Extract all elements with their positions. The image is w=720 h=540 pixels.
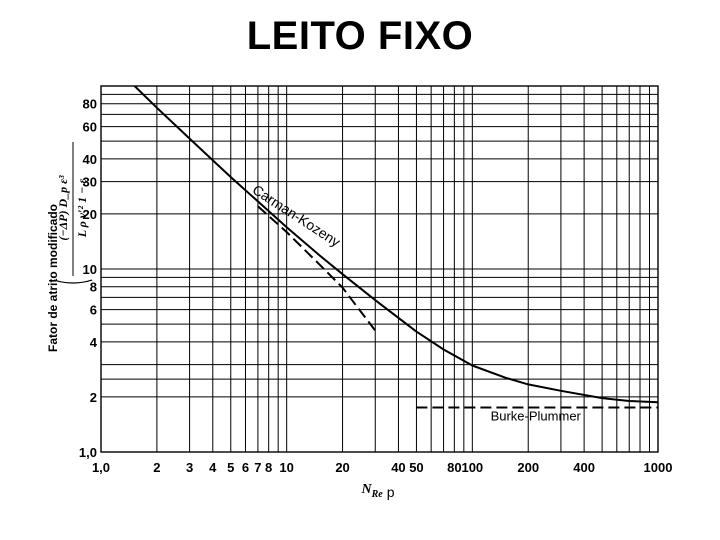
y-tick-label: 20 — [83, 207, 97, 222]
carman-kozeny-label: Carman-Kozeny — [250, 181, 344, 250]
x-tick-label: 6 — [242, 460, 249, 475]
y-tick-label: 10 — [83, 262, 97, 277]
burke-plummer-label: Burke-Plummer — [491, 408, 582, 423]
y-axis-formula: (−ΔP) D_p ε³ L ρ v′² 1 − ε — [53, 142, 93, 284]
series-line-main — [133, 86, 658, 404]
series-line-carman-kozeny — [257, 205, 377, 332]
x-tick-label: 5 — [227, 460, 234, 475]
formula-left-paren — [53, 279, 93, 284]
x-tick-label: 400 — [573, 460, 595, 475]
x-tick-label: 3 — [186, 460, 193, 475]
axis-labels: Carman-Kozeny Burke-Plummer NRe p Fator de a… — [46, 142, 582, 500]
series-layer — [133, 86, 658, 409]
y-tick-label: 2 — [90, 390, 97, 405]
y-tick-label: 1,0 — [79, 445, 97, 460]
x-tick-label: 2 — [153, 460, 160, 475]
y-tick-label: 40 — [83, 152, 97, 167]
page-title: LEITO FIXO — [246, 14, 474, 58]
x-tick-label: 10 — [279, 460, 293, 475]
x-tick-label: 80 — [447, 460, 461, 475]
plot-frame — [100, 85, 659, 453]
y-tick-label: 4 — [90, 335, 98, 350]
grid-layer — [100, 85, 659, 453]
formula-numerator: (−ΔP) D_p ε³ — [56, 175, 70, 241]
y-tick-label: 80 — [83, 97, 97, 112]
tick-labels: 1,0 2 3 4 5 6 7 8 10 20 40 50 80 100 200 400 10001,02468… — [79, 97, 673, 475]
y-tick-label: 30 — [83, 175, 97, 190]
x-tick-label: 1,0 — [92, 460, 110, 475]
formula-denominator: L ρ v′² 1 − ε — [75, 179, 89, 239]
x-tick-label: 100 — [461, 460, 483, 475]
x-axis-label: NRe p — [360, 482, 394, 500]
y-axis-label: Fator de atrito modificado — [46, 204, 60, 352]
x-tick-label: 1000 — [644, 460, 673, 475]
x-tick-label: 200 — [517, 460, 539, 475]
x-tick-label: 40 — [391, 460, 405, 475]
y-tick-label: 60 — [83, 120, 97, 135]
x-tick-label: 7 — [254, 460, 261, 475]
x-tick-label: 8 — [265, 460, 272, 475]
x-tick-label: 20 — [335, 460, 349, 475]
x-tick-label: 4 — [209, 460, 217, 475]
y-tick-label: 8 — [90, 280, 97, 295]
x-tick-label: 50 — [409, 460, 423, 475]
y-tick-label: 6 — [90, 303, 97, 318]
